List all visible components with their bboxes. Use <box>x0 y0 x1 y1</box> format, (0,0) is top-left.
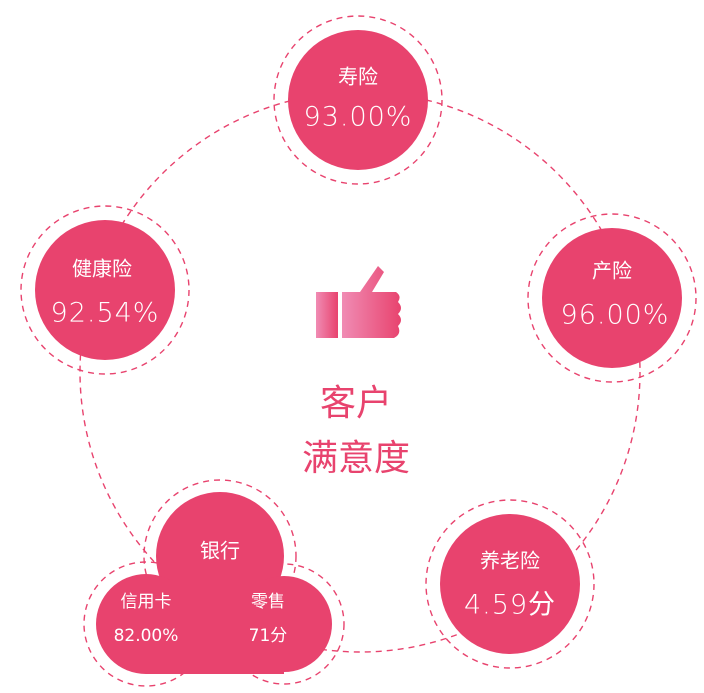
center-title: 满意度 <box>302 438 410 479</box>
node-ring <box>273 15 443 185</box>
node-value: 4.59分 <box>464 590 556 621</box>
bank-label: 银行 <box>200 539 240 563</box>
node-ring <box>527 213 697 383</box>
node: 产险 96.00% <box>527 213 697 383</box>
bank-item-label: 零售 <box>251 592 285 612</box>
node-circle <box>35 220 175 360</box>
bank-item-value: 82.00% <box>114 626 179 646</box>
node-value: 93.00% <box>304 102 413 133</box>
node-value: 96.00% <box>561 300 670 331</box>
node: 寿险 93.00% <box>273 15 443 185</box>
node-circle <box>288 30 428 170</box>
bank-cloud: 银行 信用卡 82.00% 零售 71分 <box>83 479 345 687</box>
node-label: 养老险 <box>480 549 540 573</box>
center-title: 客户 <box>320 383 392 424</box>
node-ring <box>20 205 190 375</box>
node-label: 寿险 <box>338 65 378 89</box>
node-label: 健康险 <box>72 257 132 281</box>
node: 健康险 92.54% <box>20 205 190 375</box>
bank-item-label: 信用卡 <box>121 592 172 612</box>
connector-ring <box>79 91 641 653</box>
node: 养老险 4.59分 <box>425 499 595 669</box>
node-label: 产险 <box>592 259 632 283</box>
node-ring <box>425 499 595 669</box>
node-circle <box>440 514 580 654</box>
node-circle <box>542 228 682 368</box>
thumb-icon <box>316 266 401 338</box>
node-value: 92.54% <box>51 298 160 329</box>
bank-item-value: 71分 <box>249 626 288 646</box>
